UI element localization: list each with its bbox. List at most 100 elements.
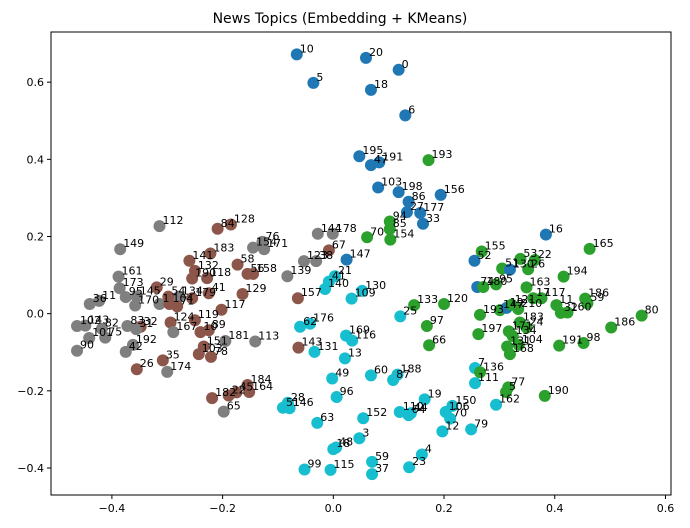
point-label: 134 [182,285,203,298]
point-label: 19 [510,296,524,309]
point-label: 29 [160,275,174,288]
data-point [436,425,449,438]
point-label: 76 [265,230,279,243]
data-point [503,263,516,276]
point-label: 140 [328,277,349,290]
data-point [465,423,478,436]
y-tick-label: 0.4 [27,153,45,166]
point-label: 16 [549,223,563,236]
point-label: 110 [403,400,424,413]
data-point [581,297,594,310]
point-label: 123 [307,249,328,262]
point-label: 45 [239,380,253,393]
data-point [528,254,541,267]
data-point [130,323,143,336]
point-label: 116 [355,329,376,342]
data-point [392,186,405,199]
point-label: 139 [290,264,311,277]
data-point [307,76,320,89]
data-point [605,321,618,334]
data-point [215,303,228,316]
point-label: 32 [144,315,158,328]
point-label: 184 [251,373,272,386]
point-label: 181 [228,329,249,342]
point-label: 5 [509,380,516,393]
data-point [292,341,305,354]
point-label: 49 [335,366,349,379]
data-point [500,385,513,398]
point-label: 170 [138,294,159,307]
point-label: 18 [336,437,350,450]
data-point [281,270,294,283]
data-point [399,109,412,122]
point-label: 87 [396,368,410,381]
data-point [308,345,321,358]
data-point [415,448,428,461]
data-point [392,63,405,76]
point-label: 160 [570,301,591,314]
x-tick-label: −0.2 [209,502,236,515]
point-label: 28 [291,391,305,404]
data-point [194,326,207,339]
data-point [112,270,125,283]
data-point [583,242,596,255]
point-label: 176 [313,312,334,325]
data-point [188,314,201,327]
data-point [219,335,232,348]
point-label: 41 [332,270,346,283]
point-label: 171 [267,237,288,250]
data-point [512,303,525,316]
data-point [366,468,379,481]
point-label: 36 [93,292,107,305]
point-label: 136 [483,360,504,373]
data-point [119,291,132,304]
x-tick-label: 0.2 [435,502,453,515]
point-label: 144 [321,222,342,235]
data-point [114,243,127,256]
data-point [327,443,340,456]
data-point [249,335,262,348]
data-point [520,281,533,294]
point-label: 26 [140,357,154,370]
point-label: 103 [381,175,402,188]
point-label: 154 [256,236,277,249]
data-point [311,227,324,240]
point-label: 171 [512,319,533,332]
data-point [434,188,447,201]
point-label: 191 [562,334,583,347]
point-label: 35 [166,348,180,361]
data-point [635,309,648,322]
point-label: 51 [286,396,300,409]
point-label: 182 [215,386,236,399]
data-point [404,407,417,420]
point-label: 19 [428,387,442,400]
point-label: 78 [214,345,228,358]
data-point [211,222,224,235]
point-label: 75 [108,326,122,339]
point-label: 26 [531,257,545,270]
data-point [522,263,535,276]
point-label: 51 [505,257,519,270]
point-label: 156 [444,183,465,196]
data-point [236,287,249,300]
data-point [472,328,485,341]
point-label: 47 [374,153,388,166]
data-point [290,48,303,61]
point-label: 85 [393,217,407,230]
point-label: 113 [258,329,279,342]
point-label: 131 [510,334,531,347]
point-label: 44 [414,401,428,414]
data-point [130,290,143,303]
point-label: 79 [474,417,488,430]
data-point [553,339,566,352]
point-label: 151 [207,334,228,347]
data-point [353,432,366,445]
data-point [113,282,126,295]
data-point [420,320,433,333]
point-label: 147 [503,298,524,311]
chart-title: News Topics (Embedding + KMeans) [213,11,468,27]
data-point [258,243,271,256]
data-point [247,241,260,254]
data-point [356,284,369,297]
